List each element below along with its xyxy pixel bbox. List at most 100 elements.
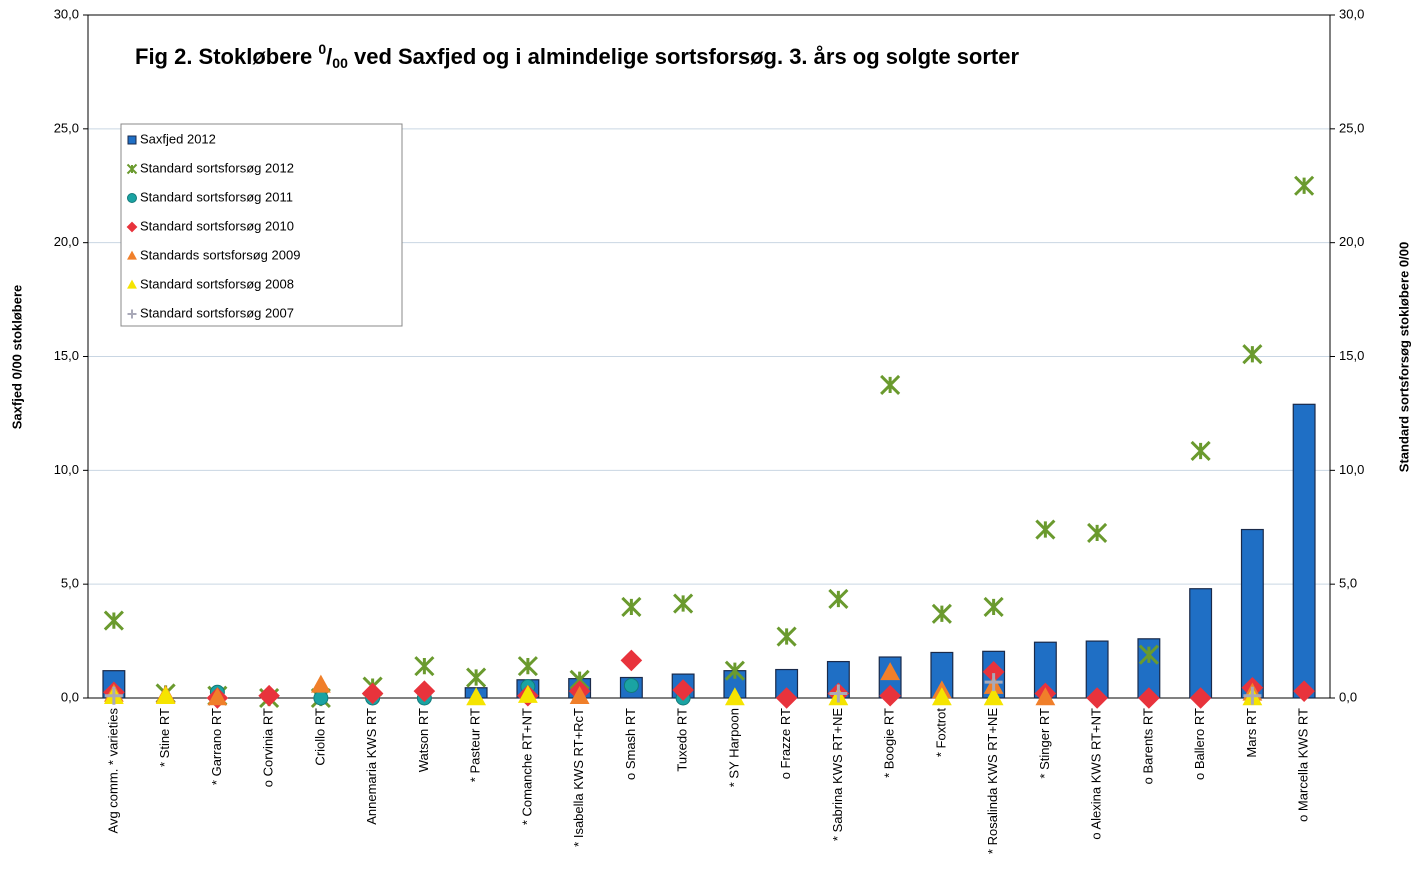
marker: [1190, 440, 1211, 462]
bar: [1189, 588, 1213, 699]
y-axis-title: Saxfjed 0/00 stokløbere: [9, 285, 24, 430]
x-tick-label: o Frazze RT: [778, 708, 793, 779]
marker: [1086, 687, 1108, 709]
marker: [880, 374, 901, 396]
x-tick-label: Mars RT: [1244, 708, 1259, 758]
marker: [569, 686, 590, 705]
legend-marker: [126, 163, 138, 175]
y2-tick-label: 15,0: [1339, 348, 1364, 363]
marker: [517, 656, 538, 677]
marker: [829, 684, 848, 703]
legend-label: Standards sortsforsøg 2009: [140, 247, 300, 262]
y-tick-label: 10,0: [54, 462, 79, 477]
legend-marker: [127, 135, 137, 145]
x-tick-label: * Pasteur RT: [468, 708, 483, 782]
x-tick-label: Avg comm. * varieties: [105, 708, 120, 834]
marker: [620, 649, 643, 672]
marker: [621, 596, 642, 617]
y-tick-label: 25,0: [54, 120, 79, 135]
marker: [984, 673, 1003, 692]
chart-title: Fig 2. Stokløbere 0/00 ved Saxfjed og i …: [135, 41, 1019, 71]
x-tick-label: * SY Harpoon: [726, 708, 741, 787]
y-tick-label: 30,0: [54, 6, 79, 21]
marker: [310, 674, 331, 693]
y2-tick-label: 25,0: [1339, 120, 1364, 135]
legend-label: Saxfjed 2012: [140, 131, 216, 146]
marker: [313, 690, 329, 706]
marker: [103, 610, 124, 631]
y2-tick-label: 20,0: [1339, 234, 1364, 249]
x-tick-label: * Garrano RT: [209, 708, 224, 785]
y-tick-label: 0,0: [61, 689, 79, 704]
marker: [414, 656, 435, 677]
marker: [1294, 175, 1315, 196]
legend-label: Standard sortsforsøg 2007: [140, 305, 294, 320]
x-tick-label: Tuxedo RT: [675, 708, 690, 772]
marker: [1293, 680, 1315, 702]
plot-border: [87, 14, 1331, 699]
x-tick-label: Watson RT: [416, 708, 431, 772]
y-tick-label: 20,0: [54, 234, 79, 249]
marker: [1243, 686, 1262, 705]
x-tick-label: o Ballero RT: [1192, 708, 1207, 780]
y2-tick-label: 0,0: [1339, 689, 1357, 704]
marker: [1138, 687, 1160, 709]
title-sup: 0: [318, 41, 326, 57]
marker: [879, 684, 901, 707]
marker: [672, 679, 694, 701]
x-tick-label: * Sabrina KWS RT+NE: [830, 708, 845, 841]
y2-tick-label: 10,0: [1339, 462, 1364, 477]
marker: [361, 682, 384, 705]
marker: [517, 684, 538, 703]
marker: [983, 596, 1004, 617]
marker: [724, 660, 745, 681]
x-tick-label: * Comanche RT+NT: [519, 708, 534, 825]
legend-label: Standard sortsforsøg 2012: [140, 160, 294, 175]
y-tick-label: 5,0: [61, 576, 79, 591]
x-tick-label: * Isabella KWS RT+RcT: [571, 708, 586, 847]
legend-label: Standard sortsforsøg 2010: [140, 218, 294, 233]
x-tick-label: * Stine RT: [157, 708, 172, 767]
marker: [982, 661, 1005, 683]
title-slash: /: [326, 44, 332, 69]
legend-box: [120, 123, 403, 327]
marker: [623, 677, 639, 693]
marker: [1087, 522, 1108, 544]
marker: [466, 667, 487, 688]
marker: [207, 687, 228, 706]
marker: [724, 687, 745, 706]
bar: [1240, 528, 1264, 699]
marker: [104, 686, 123, 705]
x-tick-label: * Boogie RT: [882, 708, 897, 778]
marker: [1242, 344, 1263, 365]
x-tick-label: * Stinger RT: [1037, 708, 1052, 779]
y2-tick-label: 5,0: [1339, 576, 1357, 591]
x-tick-label: * Rosalinda KWS RT+NE: [985, 708, 1000, 854]
marker: [931, 687, 952, 706]
x-tick-label: * Foxtrot: [933, 708, 948, 758]
y-tick-label: 15,0: [54, 348, 79, 363]
bar: [1292, 403, 1316, 699]
x-tick-label: o Alexina KWS RT+NT: [1089, 708, 1104, 840]
x-tick-label: o Barents RT: [1140, 708, 1155, 784]
x-tick-label: Annemaria KWS RT: [364, 708, 379, 825]
marker: [413, 680, 436, 702]
marker: [983, 687, 1004, 706]
marker: [776, 626, 797, 647]
title-part: Fig 2. Stokløbere: [135, 44, 318, 69]
x-tick-label: o Marcella KWS RT: [1296, 708, 1311, 822]
marker: [155, 686, 176, 705]
legend-marker: [127, 279, 137, 289]
legend-marker: [127, 309, 137, 319]
legend-marker: [127, 193, 137, 203]
title-part: ved Saxfjed og i almindelige sortsforsøg…: [348, 44, 1020, 69]
marker: [258, 684, 280, 707]
legend-label: Standard sortsforsøg 2011: [140, 189, 293, 204]
title-sub: 00: [332, 55, 348, 71]
y2-tick-label: 30,0: [1339, 6, 1364, 21]
legend-marker: [127, 250, 137, 260]
legend-marker: [126, 221, 138, 233]
marker: [880, 662, 901, 681]
x-tick-label: o Corvinia RT: [261, 708, 276, 787]
